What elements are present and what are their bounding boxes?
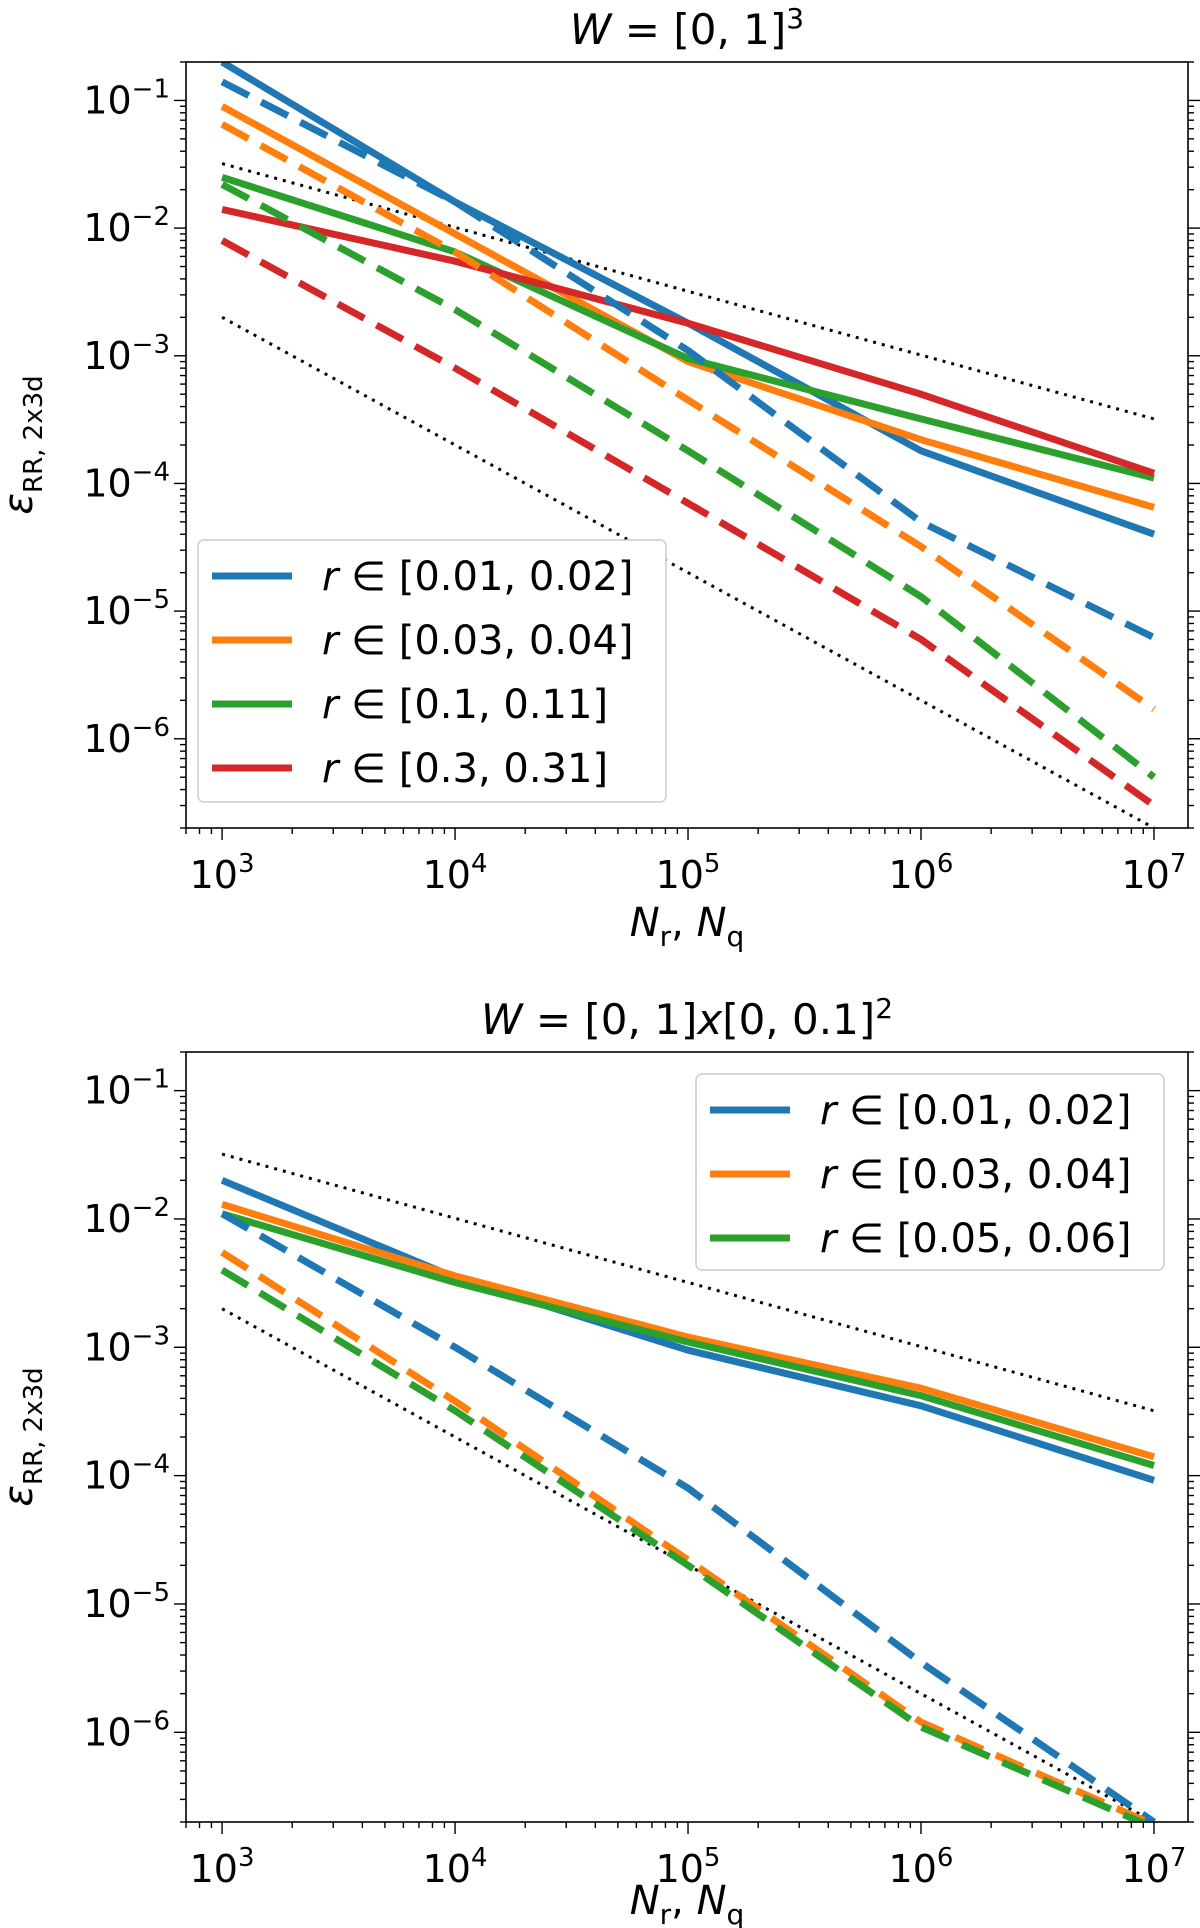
bottom-y-tick-label: 10−4 <box>83 1450 170 1498</box>
bottom-y-tick-label: 10−5 <box>83 1578 170 1626</box>
bottom-x-tick-label: 105 <box>656 1843 721 1891</box>
top-legend: r ∈ [0.01, 0.02] r ∈ [0.03, 0.04] r ∈ [0.1… <box>197 539 667 803</box>
top-legend-label-4: r ∈ [0.3, 0.31] <box>322 746 608 792</box>
top-series-solid-4 <box>221 205 1156 477</box>
top-y-tick-label: 10−5 <box>83 585 170 633</box>
top-y-axis-label: εRR, 2x3d <box>0 375 49 514</box>
bottom-plot-area <box>220 1152 1156 1822</box>
bottom-legend-label-1: r ∈ [0.01, 0.02] <box>820 1088 1132 1134</box>
bottom-series-solid-2 <box>221 1200 1155 1461</box>
bottom-series-solid-1 <box>220 1177 1156 1484</box>
bottom-series-dashed-4 <box>220 1210 1156 1822</box>
bottom-chart-title: W = [0, 1]x[0, 0.1]2 <box>481 992 893 1044</box>
top-series-dashed-8 <box>220 237 1157 809</box>
bottom-x-tick-label: 106 <box>889 1843 954 1891</box>
top-x-tick-label: 103 <box>190 849 255 897</box>
top-legend-box <box>197 539 667 803</box>
bottom-series-dashed-6 <box>220 1267 1150 1822</box>
bottom-x-tick-label: 104 <box>423 1843 488 1891</box>
bottom-y-tick-label: 10−6 <box>83 1706 170 1754</box>
top-chart-panel: W = [0, 1]3 103 104 105 106 107 10−1 10−2 10−3 10… <box>0 2 1200 953</box>
top-y-tick-label: 10−3 <box>83 330 170 378</box>
top-y-tick-label: 10−1 <box>83 74 170 122</box>
top-x-tick-label: 104 <box>423 849 488 897</box>
bottom-x-tick-label: 103 <box>190 1843 255 1891</box>
top-series-dashed-5 <box>220 78 1156 641</box>
bottom-series-dashed-5 <box>220 1249 1156 1822</box>
bottom-y-tick-label: 10−2 <box>83 1193 170 1241</box>
bottom-x-axis-label: Nr​, Nq​ <box>630 1878 745 1928</box>
top-x-tick-label: 107 <box>1122 849 1187 897</box>
top-legend-label-1: r ∈ [0.01, 0.02] <box>322 554 634 600</box>
top-reference-line-2 <box>221 315 1155 828</box>
top-x-tick-label: 106 <box>889 849 954 897</box>
bottom-legend-label-3: r ∈ [0.05, 0.06] <box>820 1216 1132 1262</box>
top-series-dashed-7 <box>220 181 1157 780</box>
top-chart-title: W = [0, 1]3 <box>570 2 804 54</box>
bottom-legend-label-2: r ∈ [0.03, 0.04] <box>820 1152 1132 1198</box>
bottom-series-solid-3 <box>221 1210 1156 1469</box>
top-series-dashed-6 <box>220 121 1157 713</box>
bottom-y-tick-label: 10−1 <box>83 1065 170 1113</box>
bottom-chart-panel: W = [0, 1]x[0, 0.1]2 103 104 105 106 107 10−1 1… <box>0 992 1200 1928</box>
top-legend-label-2: r ∈ [0.03, 0.04] <box>322 618 634 664</box>
bottom-legend: r ∈ [0.01, 0.02] r ∈ [0.03, 0.04] r ∈ [0.0… <box>695 1073 1165 1271</box>
top-x-tick-label: 105 <box>656 849 721 897</box>
bottom-y-tick-label: 10−3 <box>83 1321 170 1369</box>
bottom-x-tick-label: 107 <box>1122 1843 1187 1891</box>
top-series-solid-3 <box>221 173 1155 482</box>
top-y-tick-label: 10−4 <box>83 457 170 505</box>
bottom-y-axis-label: εRR, 2x3d <box>0 1367 49 1506</box>
top-y-tick-label: 10−2 <box>83 202 170 250</box>
top-x-axis-label: Nr​, Nq​ <box>630 900 745 953</box>
top-legend-label-3: r ∈ [0.1, 0.11] <box>322 682 608 728</box>
top-plot-area <box>220 62 1157 828</box>
bottom-legend-box <box>695 1073 1165 1271</box>
top-y-tick-label: 10−6 <box>83 713 170 761</box>
